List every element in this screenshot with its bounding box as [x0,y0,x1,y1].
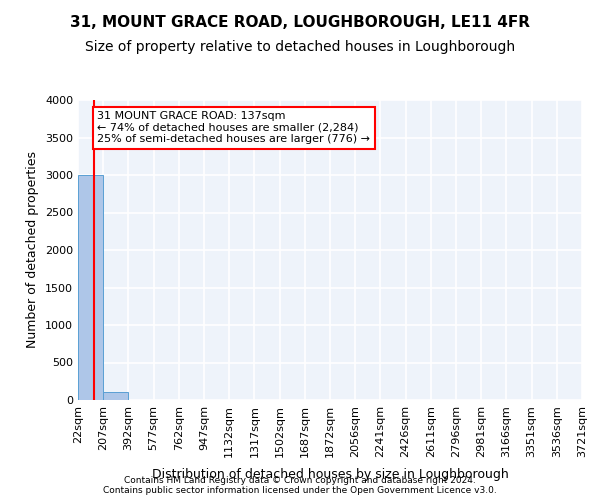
Bar [78,175,103,400]
Text: 31, MOUNT GRACE ROAD, LOUGHBOROUGH, LE11 4FR: 31, MOUNT GRACE ROAD, LOUGHBOROUGH, LE11… [70,15,530,30]
Text: Contains HM Land Registry data © Crown copyright and database right 2024.
Contai: Contains HM Land Registry data © Crown c… [103,476,497,495]
Text: Size of property relative to detached houses in Loughborough: Size of property relative to detached ho… [85,40,515,54]
Text: 31 MOUNT GRACE ROAD: 137sqm
← 74% of detached houses are smaller (2,284)
25% of : 31 MOUNT GRACE ROAD: 137sqm ← 74% of det… [97,112,370,144]
X-axis label: Distribution of detached houses by size in Loughborough: Distribution of detached houses by size … [152,468,508,481]
Y-axis label: Number of detached properties: Number of detached properties [26,152,40,348]
Bar [103,392,128,400]
